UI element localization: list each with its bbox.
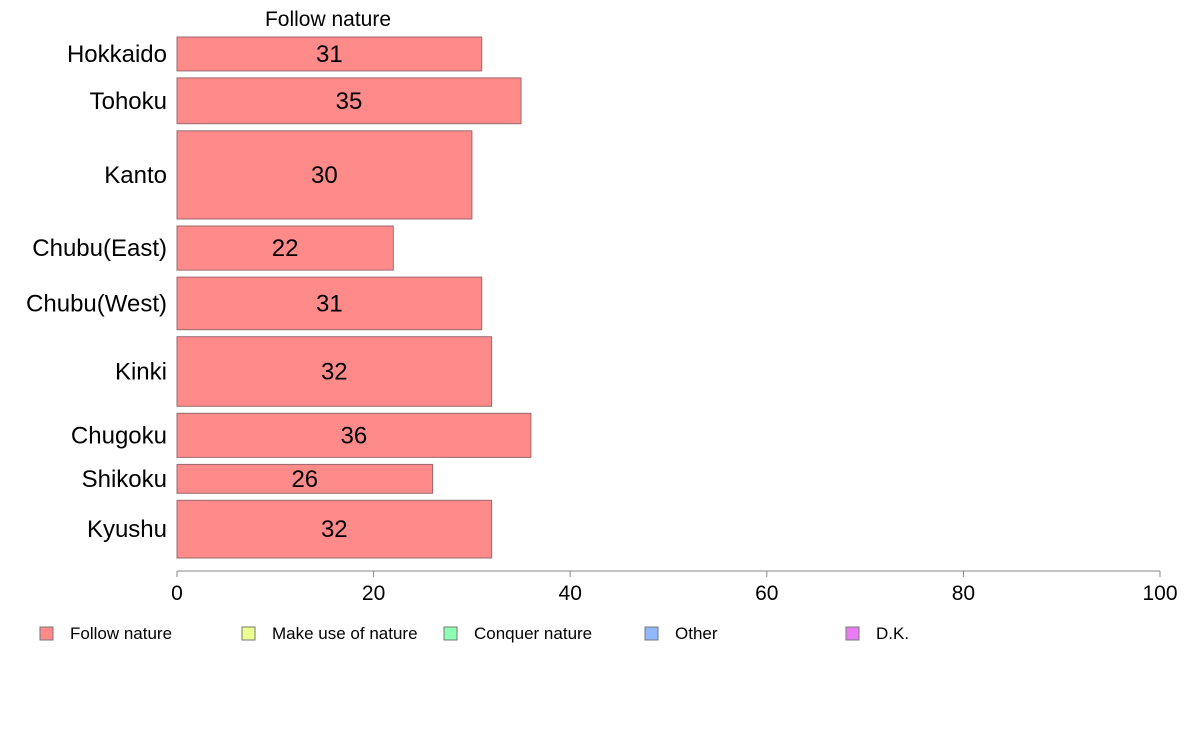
data-label: 31 bbox=[316, 41, 343, 68]
category-label: Chugoku bbox=[71, 422, 167, 449]
data-label: 31 bbox=[316, 290, 343, 317]
legend-label: Make use of nature bbox=[272, 624, 418, 643]
x-axis: 0 20 40 60 80 100 bbox=[171, 570, 1178, 605]
x-tick-label: 0 bbox=[171, 582, 183, 605]
legend: Follow nature Make use of nature Conquer n… bbox=[39, 624, 909, 643]
bar-kanto bbox=[176, 130, 473, 220]
bar-chubu-west bbox=[176, 276, 483, 331]
legend-label: D.K. bbox=[876, 624, 909, 643]
x-tick-label: 60 bbox=[755, 582, 778, 605]
bar-hokkaido bbox=[176, 36, 483, 72]
legend-swatch bbox=[39, 626, 54, 641]
data-label: 35 bbox=[336, 88, 363, 115]
x-tick-label: 80 bbox=[952, 582, 975, 605]
data-label: 32 bbox=[321, 516, 348, 543]
data-label: 36 bbox=[341, 422, 368, 449]
bar-chubu-east bbox=[176, 225, 394, 271]
category-labels: Hokkaido Tohoku Kanto Chubu(East) Chubu(West… bbox=[26, 41, 167, 543]
category-label: Kyushu bbox=[87, 516, 167, 543]
bar-tohoku bbox=[176, 77, 522, 125]
legend-label: Other bbox=[675, 624, 718, 643]
category-label: Kanto bbox=[104, 162, 167, 189]
category-label: Shikoku bbox=[82, 466, 167, 493]
bar-kinki bbox=[176, 336, 493, 407]
x-tick-label: 40 bbox=[559, 582, 582, 605]
legend-swatch bbox=[443, 626, 458, 641]
category-label: Chubu(East) bbox=[32, 235, 167, 262]
category-label: Tohoku bbox=[90, 88, 167, 115]
bar-chugoku bbox=[176, 412, 532, 458]
legend-swatch bbox=[644, 626, 659, 641]
category-label: Chubu(West) bbox=[26, 290, 167, 317]
bar-shikoku bbox=[176, 463, 434, 494]
x-tick-label: 20 bbox=[362, 582, 385, 605]
data-label: 26 bbox=[291, 466, 318, 493]
bar-kyushu bbox=[176, 499, 493, 559]
legend-label: Conquer nature bbox=[474, 624, 592, 643]
data-label: 32 bbox=[321, 359, 348, 386]
category-label: Kinki bbox=[115, 359, 167, 386]
data-label: 30 bbox=[311, 162, 338, 189]
legend-swatch bbox=[241, 626, 256, 641]
legend-swatch bbox=[845, 626, 860, 641]
category-label: Hokkaido bbox=[67, 41, 167, 68]
panel-title: Follow nature bbox=[265, 8, 391, 31]
legend-label: Follow nature bbox=[70, 624, 172, 643]
x-tick-label: 100 bbox=[1142, 582, 1177, 605]
bars-group bbox=[176, 36, 532, 559]
data-label: 22 bbox=[272, 235, 299, 262]
